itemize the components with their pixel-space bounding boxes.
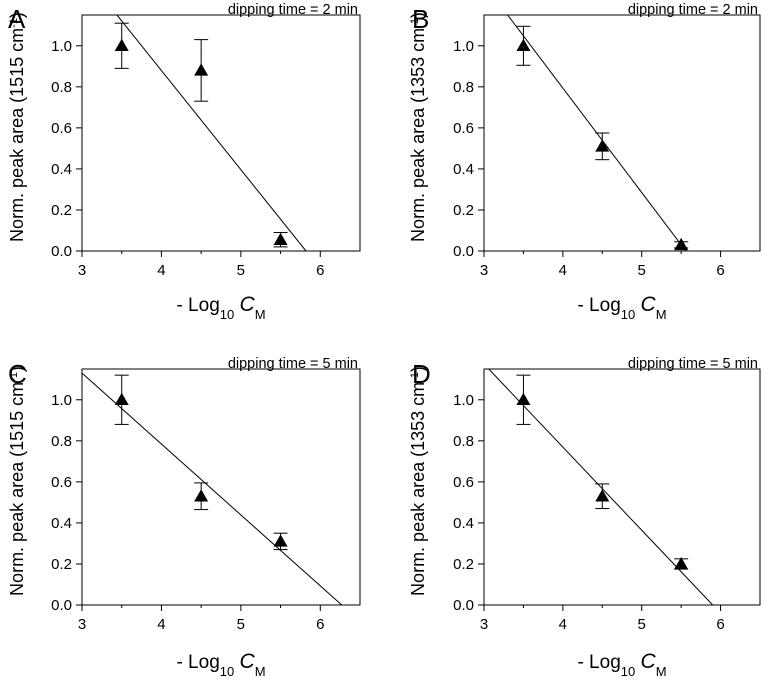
y-tick-label: 1.0	[51, 38, 72, 55]
dipping-time-annotation: dipping time = 2 min	[628, 2, 758, 18]
plot-frame	[483, 368, 761, 606]
data-point-triangle	[595, 489, 610, 502]
y-tick-label: 0.2	[51, 556, 72, 573]
panel-letter: A	[8, 4, 26, 34]
x-axis-label: - Log10 CM	[176, 293, 265, 322]
panel-letter: B	[412, 4, 429, 34]
y-tick-label: 1.0	[453, 38, 474, 55]
y-tick-label: 0.0	[453, 243, 474, 260]
x-tick-label: 4	[157, 262, 165, 279]
data-point-triangle	[114, 38, 129, 52]
x-tick-label: 4	[157, 616, 165, 633]
y-tick-label: 0.4	[51, 161, 72, 178]
y-tick-label: 0.4	[453, 515, 474, 532]
fit-line	[488, 369, 714, 605]
data-point-triangle	[516, 392, 531, 406]
y-tick-label: 0.0	[51, 597, 72, 614]
y-tick-label: 0.4	[51, 515, 72, 532]
dipping-time-annotation: dipping time = 5 min	[228, 356, 358, 372]
y-tick-label: 0.6	[453, 474, 474, 491]
data-point-triangle	[194, 489, 209, 502]
y-tick-label: 0.0	[453, 597, 474, 614]
x-tick-label: 5	[237, 262, 245, 279]
data-point-triangle	[273, 232, 288, 245]
data-point-triangle	[194, 63, 209, 76]
x-tick-label: 3	[78, 262, 86, 279]
data-point-triangle	[674, 556, 689, 570]
panel-letter: D	[412, 359, 431, 389]
y-axis-label: Norm. peak area (1353 cm-1)	[408, 366, 428, 596]
plot-frame	[81, 368, 361, 606]
y-tick-label: 0.2	[453, 556, 474, 573]
y-tick-label: 1.0	[51, 392, 72, 409]
panel-letter: C	[8, 359, 27, 389]
panel-d: 3 4 5 6 0.0 0.2 0.4 0.6 0.8 1.0 D dipping time = 5 …	[408, 356, 761, 679]
y-axis-label: Norm. peak area (1353 cm-1)	[408, 12, 428, 242]
y-tick-label: 0.8	[51, 79, 72, 96]
y-tick-label: 0.2	[453, 202, 474, 219]
panel-b: 3 4 5 6 0.0 0.2 0.4 0.6 0.8 1.0 B dipping time = 2 …	[408, 2, 761, 322]
panel-c: 3 4 5 6 0.0 0.2 0.4 0.6 0.8 1.0 C dipping time = 5 …	[7, 356, 361, 679]
fit-line	[116, 15, 307, 251]
y-tick-label: 1.0	[453, 392, 474, 409]
x-tick-label: 6	[716, 616, 724, 633]
y-tick-label: 0.2	[51, 202, 72, 219]
panel-a: 3 4 5 6 0.0 0.2 0.4 0.6 0.8 1.0 A dipping time = 2 …	[7, 2, 361, 322]
x-axis-label: - Log10 CM	[176, 650, 265, 679]
plot-frame	[483, 14, 761, 252]
y-tick-label: 0.8	[453, 433, 474, 450]
x-tick-label: 6	[316, 262, 324, 279]
x-axis-label: - Log10 CM	[577, 293, 666, 322]
x-axis-label: - Log10 CM	[577, 650, 666, 679]
y-tick-label: 0.0	[51, 243, 72, 260]
y-tick-label: 0.8	[51, 433, 72, 450]
y-axis-label: Norm. peak area (1515 cm-1)	[7, 12, 27, 242]
x-tick-label: 4	[559, 262, 567, 279]
data-point-triangle	[516, 38, 531, 52]
x-tick-label: 4	[559, 616, 567, 633]
dipping-time-annotation: dipping time = 2 min	[228, 2, 358, 18]
y-tick-label: 0.6	[51, 474, 72, 491]
data-point-triangle	[273, 534, 288, 547]
x-tick-label: 5	[638, 262, 646, 279]
y-tick-label: 0.8	[453, 79, 474, 96]
y-tick-label: 0.6	[453, 120, 474, 137]
fit-line	[82, 372, 343, 605]
x-tick-label: 5	[237, 616, 245, 633]
dipping-time-annotation: dipping time = 5 min	[628, 356, 758, 372]
data-point-triangle	[114, 392, 129, 406]
y-tick-label: 0.4	[453, 161, 474, 178]
x-tick-label: 5	[638, 616, 646, 633]
x-tick-label: 3	[480, 262, 488, 279]
x-tick-label: 6	[316, 616, 324, 633]
x-tick-label: 6	[716, 262, 724, 279]
data-point-triangle	[595, 139, 610, 152]
x-tick-label: 3	[480, 616, 488, 633]
x-tick-label: 3	[78, 616, 86, 633]
y-tick-label: 0.6	[51, 120, 72, 137]
plot-frame	[81, 14, 361, 252]
y-axis-label: Norm. peak area (1515 cm-1)	[7, 366, 27, 596]
data-point-triangle	[674, 237, 689, 251]
